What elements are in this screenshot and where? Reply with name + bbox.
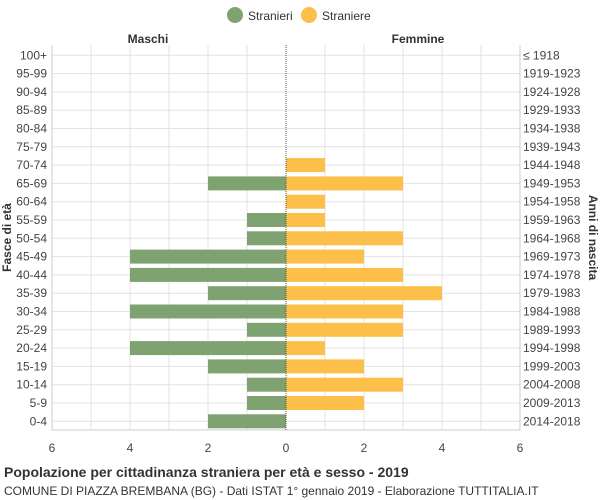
bar-male-20-24 xyxy=(130,341,286,356)
legend-marker-straniere xyxy=(301,7,317,23)
birth-year-label: 2004-2008 xyxy=(523,378,581,392)
bar-female-65-69 xyxy=(286,176,403,191)
age-group-label: 5-9 xyxy=(30,396,48,410)
birth-year-label: 1944-1948 xyxy=(523,158,581,172)
age-group-label: 90-94 xyxy=(16,85,47,99)
age-group-label: 20-24 xyxy=(16,341,47,355)
birth-year-label: 1924-1928 xyxy=(523,85,581,99)
bar-female-30-34 xyxy=(286,304,403,319)
age-group-label: 30-34 xyxy=(16,305,47,319)
age-group-label: 10-14 xyxy=(16,378,47,392)
bar-male-15-19 xyxy=(208,359,286,374)
bar-female-55-59 xyxy=(286,213,325,227)
birth-year-label: 1984-1988 xyxy=(523,305,581,319)
legend-label-stranieri: Stranieri xyxy=(248,9,293,23)
chart-subtitle: COMUNE DI PIAZZA BREMBANA (BG) - Dati IS… xyxy=(4,484,539,498)
bar-female-50-54 xyxy=(286,231,403,246)
age-group-label: 25-29 xyxy=(16,323,47,337)
birth-year-label: 1969-1973 xyxy=(523,250,581,264)
age-group-label: 85-89 xyxy=(16,103,47,117)
birth-year-label: 1999-2003 xyxy=(523,359,581,373)
birth-year-label: 2014-2018 xyxy=(523,414,581,428)
birth-year-label: 1994-1998 xyxy=(523,341,581,355)
age-group-label: 15-19 xyxy=(16,359,47,373)
x-tick-label: 6 xyxy=(49,441,56,455)
age-group-label: 60-64 xyxy=(16,195,47,209)
bar-female-25-29 xyxy=(286,322,403,337)
age-group-label: 55-59 xyxy=(16,213,47,227)
birth-year-label: 1979-1983 xyxy=(523,286,581,300)
birth-year-label: 1974-1978 xyxy=(523,268,581,282)
age-group-label: 95-99 xyxy=(16,67,47,81)
x-tick-label: 0 xyxy=(283,441,290,455)
bar-male-35-39 xyxy=(208,286,286,301)
age-group-label: 50-54 xyxy=(16,231,47,245)
bar-male-25-29 xyxy=(247,322,286,337)
legend-marker-stranieri xyxy=(227,7,243,23)
age-group-label: 45-49 xyxy=(16,250,47,264)
bar-male-5-9 xyxy=(247,396,286,410)
bar-female-15-19 xyxy=(286,359,364,374)
bar-female-45-49 xyxy=(286,249,364,264)
bar-male-10-14 xyxy=(247,377,286,392)
bar-female-70-74 xyxy=(286,158,325,173)
right-header-femmine: Femmine xyxy=(392,32,445,46)
birth-year-label: 1929-1933 xyxy=(523,103,581,117)
chart-title: Popolazione per cittadinanza straniera p… xyxy=(4,464,409,480)
birth-year-label: 1964-1968 xyxy=(523,231,581,245)
age-group-label: 65-69 xyxy=(16,176,47,190)
x-tick-label: 2 xyxy=(205,441,212,455)
y-axis-title-left: Fasce di età xyxy=(0,203,14,272)
bar-male-40-44 xyxy=(130,267,286,282)
birth-year-label: 1919-1923 xyxy=(523,67,581,81)
birth-year-label: 1954-1958 xyxy=(523,195,581,209)
bar-male-65-69 xyxy=(208,176,286,191)
bar-male-30-34 xyxy=(130,304,286,319)
bar-male-45-49 xyxy=(130,249,286,264)
bar-female-40-44 xyxy=(286,267,403,282)
bar-female-60-64 xyxy=(286,194,325,209)
x-tick-label: 4 xyxy=(439,441,446,455)
age-group-label: 40-44 xyxy=(16,268,47,282)
bar-female-5-9 xyxy=(286,396,364,410)
birth-year-label: ≤ 1918 xyxy=(523,48,560,62)
x-tick-label: 6 xyxy=(517,441,524,455)
birth-year-label: 1949-1953 xyxy=(523,176,581,190)
bar-male-0-4 xyxy=(208,414,286,429)
bar-female-10-14 xyxy=(286,377,403,392)
x-tick-label: 4 xyxy=(127,441,134,455)
birth-year-label: 1989-1993 xyxy=(523,323,581,337)
birth-year-label: 1959-1963 xyxy=(523,213,581,227)
age-group-label: 75-79 xyxy=(16,140,47,154)
age-group-label: 35-39 xyxy=(16,286,47,300)
x-tick-label: 2 xyxy=(361,441,368,455)
age-group-label: 100+ xyxy=(20,48,47,62)
age-group-label: 80-84 xyxy=(16,122,47,136)
age-group-label: 70-74 xyxy=(16,158,47,172)
birth-year-label: 2009-2013 xyxy=(523,396,581,410)
y-axis-title-right: Anni di nascita xyxy=(586,195,600,281)
bar-female-35-39 xyxy=(286,286,442,301)
legend-label-straniere: Straniere xyxy=(322,9,371,23)
bar-male-55-59 xyxy=(247,213,286,227)
birth-year-label: 1934-1938 xyxy=(523,122,581,136)
age-group-label: 0-4 xyxy=(30,414,48,428)
birth-year-label: 1939-1943 xyxy=(523,140,581,154)
left-header-maschi: Maschi xyxy=(128,32,169,46)
bar-male-50-54 xyxy=(247,231,286,246)
bar-female-20-24 xyxy=(286,341,325,356)
